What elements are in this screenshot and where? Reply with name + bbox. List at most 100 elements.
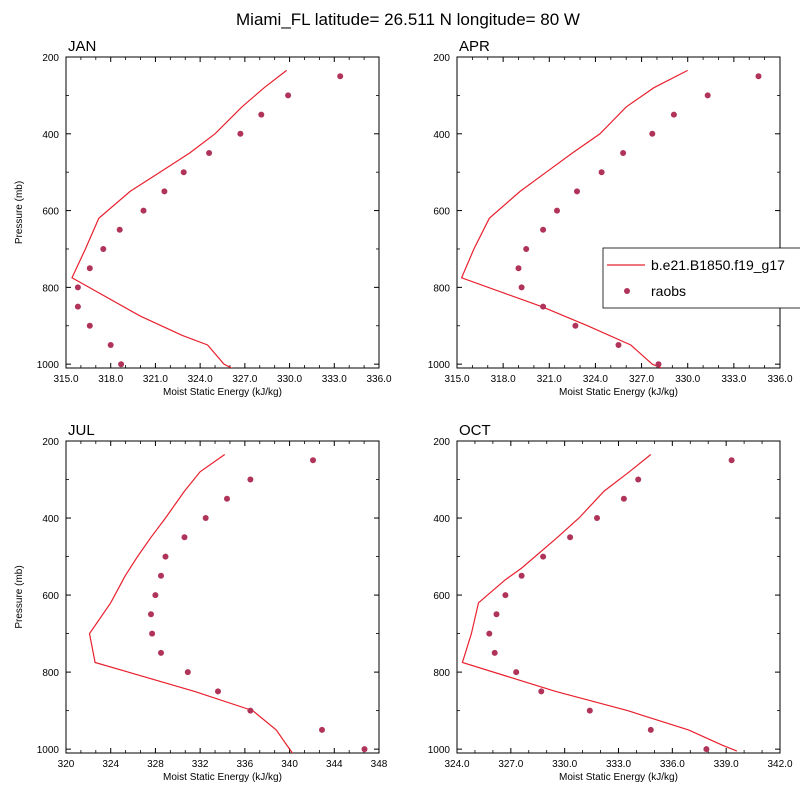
panel-jan-xtick-label: 321.0 [143, 374, 168, 385]
panel-jan-obs-point [285, 92, 292, 99]
panel-jul-xtick-label: 348 [371, 759, 388, 770]
panel-jan-frame [65, 56, 380, 369]
panel-oct-obs-point [540, 553, 547, 560]
panel-apr-model-line [460, 69, 688, 368]
panel-apr-frame [456, 56, 781, 369]
panel-apr-obs-point [655, 361, 662, 368]
panel-apr-ytick-label: 1000 [428, 360, 451, 371]
panel-jul-obs-point [319, 726, 325, 733]
panel-jul-label: JUL [68, 422, 95, 439]
panel-apr-xtick-label: 336.0 [767, 374, 792, 385]
panel-jul-ytick-label: 800 [42, 668, 59, 679]
panel-oct-obs-point [728, 457, 735, 464]
panel-apr: APR 315.0 318.0 321.0 324.0 327.0 330.0 333.0 33… [428, 38, 793, 398]
panel-apr-obs-point [615, 342, 622, 348]
panel-jan-obs-point [237, 130, 244, 137]
panel-jul-xtick-label: 336 [237, 759, 254, 770]
panel-jul-obs-point [202, 515, 209, 521]
figure-title: Miami_FL latitude= 26.511 N longitude= 8… [236, 10, 580, 29]
panel-oct-obs-point [491, 649, 498, 656]
panel-jul-obs-point [148, 611, 154, 618]
panel-apr-obs-point [523, 246, 530, 252]
panel-oct-obs-point [518, 572, 525, 579]
panel-oct-obs-point [635, 476, 642, 483]
panel-jan: JAN 315.0 318.0 321.0 324.0 327.0 330.0 333.0 33… [14, 38, 392, 398]
panel-jul-ytick-label: 1000 [37, 745, 60, 756]
panel-apr-xtick-label: 315.0 [444, 374, 469, 385]
panel-jul-xtick-label: 320 [58, 759, 75, 770]
panel-oct-obs-point [538, 688, 545, 695]
panel-oct-obs-point [486, 630, 493, 637]
panel-apr-xtick-label: 333.0 [721, 374, 746, 385]
panel-jan-obs-point [180, 169, 187, 176]
panel-jul-xlabel: Moist Static Energy (kJ/kg) [163, 772, 282, 783]
panel-jul-obs-point [247, 707, 254, 714]
panel-oct-obs-point [647, 726, 654, 733]
panel-oct-model-line [461, 454, 738, 752]
panel-oct-obs-point [620, 495, 627, 502]
panel-oct-obs-point [703, 746, 710, 753]
panel-jan-label: JAN [68, 38, 96, 55]
panel-apr-xlabel: Moist Static Energy (kJ/kg) [559, 387, 678, 398]
panel-jan-obs-point [140, 207, 147, 214]
panel-apr-xtick-label: 330.0 [675, 374, 700, 385]
panel-jul: JUL 320 324 328 332 336 340 344 348 200 400 600 800 1… [14, 422, 388, 783]
panel-jul-ytick-label: 400 [42, 514, 59, 525]
panel-jan-xtick-label: 315.0 [53, 374, 78, 385]
panel-jul-obs-point [184, 669, 191, 676]
panel-jul-obs-point [215, 688, 221, 695]
panel-apr-obs-point [704, 92, 711, 99]
panel-apr-obs-point [574, 188, 580, 195]
panel-jan-obs-point [74, 284, 81, 291]
panel-oct-xtick-label: 333.0 [606, 759, 631, 770]
panel-apr-ytick-label: 400 [433, 130, 450, 141]
panel-apr-ytick-label: 600 [433, 207, 450, 218]
panel-apr-xtick-label: 321.0 [537, 374, 562, 385]
panel-apr-obs-point [649, 130, 656, 137]
legend: b.e21.B1850.f19_g17 raobs [602, 247, 800, 309]
panel-apr-obs-point [755, 73, 762, 80]
panel-oct-obs-point [502, 592, 509, 599]
panel-apr-obs-point [540, 226, 547, 233]
panel-oct-xlabel: Moist Static Energy (kJ/kg) [559, 772, 678, 783]
panel-jan-model-line [71, 69, 287, 368]
panel-apr-ytick-label: 800 [433, 283, 450, 294]
panel-jul-ylabel: Pressure (mb) [14, 565, 25, 628]
panel-jul-model-line [88, 454, 294, 753]
panel-jul-obs-point [310, 457, 316, 464]
panel-jan-ytick-label: 800 [42, 283, 59, 294]
panel-jan-ylabel: Pressure (mb) [14, 181, 25, 244]
panel-jul-obs-point [181, 534, 188, 541]
panel-jan-xtick-label: 330.0 [277, 374, 302, 385]
panel-apr-ytick-label: 200 [433, 53, 450, 64]
panel-jul-xtick-label: 344 [326, 759, 343, 770]
panel-jul-obs-point [162, 553, 169, 560]
panel-apr-obs-point [620, 150, 627, 156]
panel-jan-obs-point [86, 322, 93, 329]
panel-jul-ytick-label: 200 [42, 437, 59, 448]
panel-jul-xtick-label: 328 [147, 759, 164, 770]
panel-jan-xtick-label: 333.0 [322, 374, 347, 385]
panel-apr-xtick-label: 324.0 [583, 374, 608, 385]
panel-oct-xtick-label: 324.0 [444, 759, 469, 770]
panel-apr-obs-point [572, 322, 579, 329]
panel-jul-obs-point [361, 746, 368, 753]
panel-jan-obs-point [86, 265, 93, 272]
legend-obs-label: raobs [651, 283, 686, 299]
panel-jan-ytick-label: 1000 [37, 360, 60, 371]
legend-obs-marker [624, 288, 630, 294]
panel-jan-xlabel: Moist Static Energy (kJ/kg) [163, 387, 282, 398]
panel-oct-ytick-label: 800 [433, 668, 450, 679]
panel-jul-xtick-label: 324 [102, 759, 119, 770]
panel-oct-xtick-label: 342.0 [767, 759, 792, 770]
panel-jan-obs-point [116, 226, 123, 233]
panel-jul-frame [65, 440, 380, 754]
panel-jul-obs-point [224, 495, 230, 502]
panel-oct-xtick-label: 336.0 [660, 759, 685, 770]
legend-model-label: b.e21.B1850.f19_g17 [651, 257, 785, 273]
panel-oct-ytick-label: 400 [433, 514, 450, 525]
panel-apr-obs-point [515, 265, 522, 272]
panel-jul-xtick-label: 340 [281, 759, 298, 770]
panel-apr-obs-point [670, 111, 677, 118]
